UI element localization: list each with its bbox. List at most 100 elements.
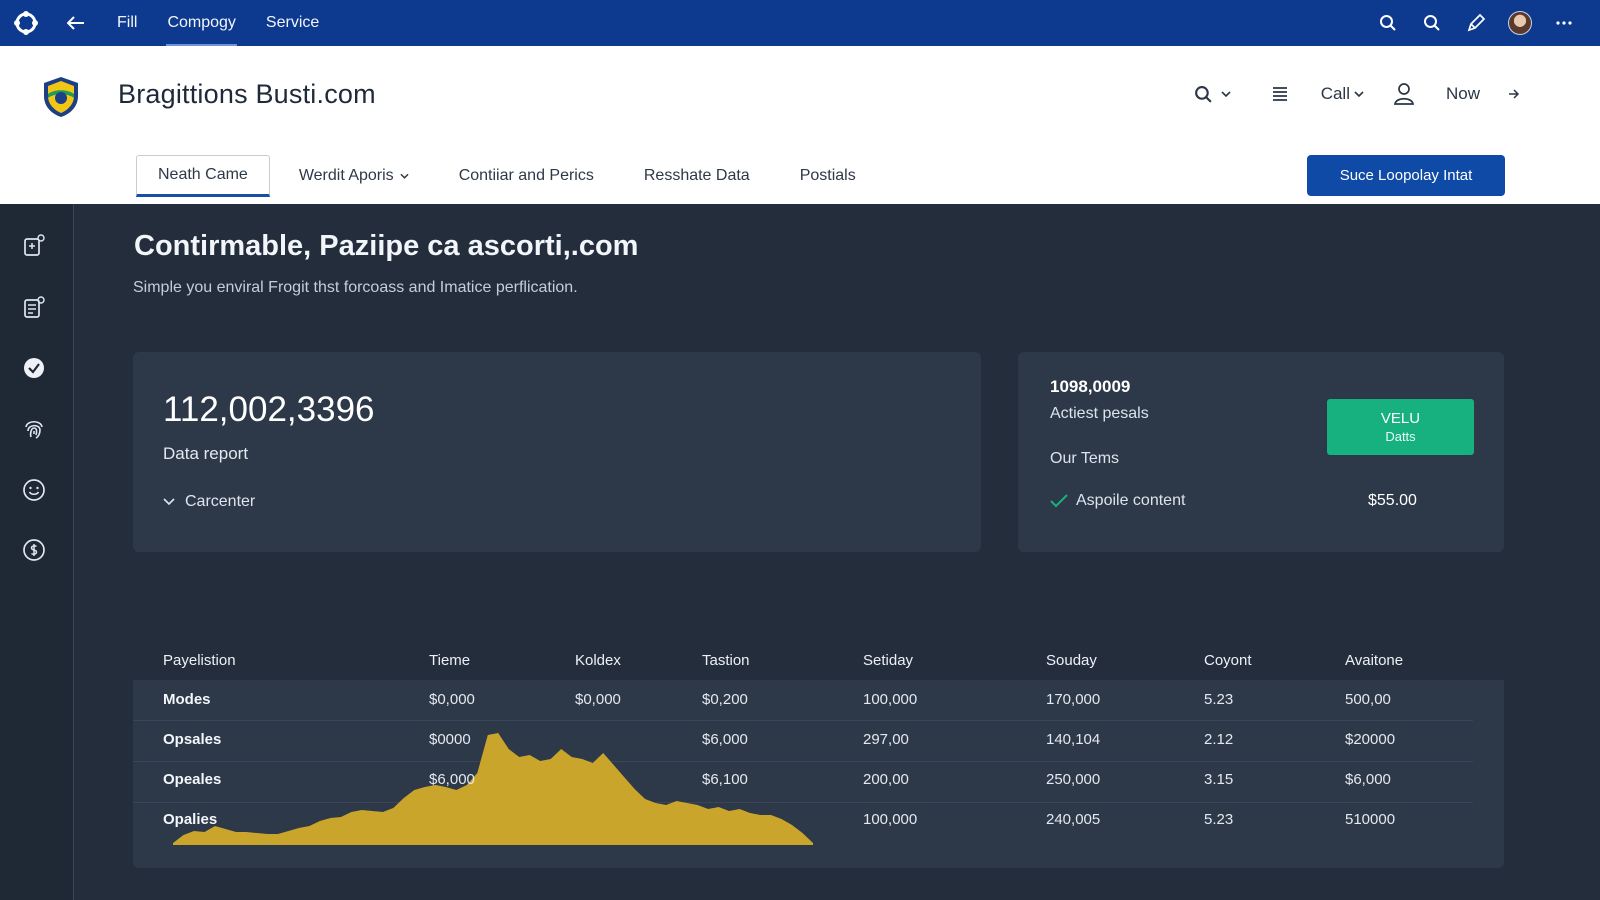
table-cell: $6,000 bbox=[702, 731, 748, 748]
expander-label: Carcenter bbox=[185, 493, 256, 510]
column-header[interactable]: Setiday bbox=[863, 652, 914, 669]
table-cell: $6,000 bbox=[429, 771, 475, 788]
table-cell: $0,000 bbox=[575, 691, 621, 708]
table-cell: 3.15 bbox=[1204, 771, 1234, 788]
row-label: Modes bbox=[163, 691, 211, 708]
search-icon[interactable] bbox=[1410, 0, 1454, 46]
search-icon[interactable] bbox=[1366, 0, 1410, 46]
report-label: Data report bbox=[163, 444, 249, 463]
chevron-down-icon bbox=[163, 498, 175, 506]
avatar[interactable] bbox=[1498, 0, 1542, 46]
trend-area bbox=[173, 733, 813, 845]
table-cell: 510000 bbox=[1345, 811, 1396, 828]
tab-label: Neath Came bbox=[158, 166, 248, 183]
top-nav: Fill Compogy Service bbox=[102, 0, 334, 46]
data-table: Payelistion Tieme Koldex Tastion Setiday Soud… bbox=[133, 640, 1504, 868]
table-cell: 297,00 bbox=[863, 731, 909, 748]
summary-label-terms: Our Tems bbox=[1050, 450, 1120, 467]
table-cell: 100,000 bbox=[863, 811, 918, 828]
check-item-label: Aspoile content bbox=[1076, 492, 1186, 509]
call-label: Call bbox=[1320, 84, 1350, 103]
header-search[interactable] bbox=[1194, 85, 1231, 104]
tab-postials[interactable]: Postials bbox=[779, 155, 877, 197]
back-arrow-icon[interactable] bbox=[66, 13, 86, 33]
primary-action-button[interactable]: Suce Loopolay Intat bbox=[1307, 155, 1505, 196]
column-header[interactable]: Coyont bbox=[1204, 652, 1252, 669]
column-header[interactable]: Avaitone bbox=[1345, 652, 1404, 669]
page-header: Bragittions Busti.com Call Now Neath Cam… bbox=[0, 46, 1600, 204]
document-list-icon[interactable] bbox=[21, 294, 47, 320]
table-cell: $0,000 bbox=[429, 691, 475, 708]
more-icon[interactable] bbox=[1542, 0, 1586, 46]
table-cell: 140,104 bbox=[1046, 731, 1101, 748]
table-cell: $6,000 bbox=[1345, 771, 1391, 788]
tab-resshate-data[interactable]: Resshate Data bbox=[623, 155, 771, 197]
tab-contiiar-and-perics[interactable]: Contiiar and Perics bbox=[438, 155, 615, 197]
now-label: Now bbox=[1445, 84, 1480, 103]
arrow-right-icon bbox=[1509, 89, 1520, 99]
tab-label: Werdit Aporis bbox=[298, 167, 394, 184]
summary-value: 1098,0009 bbox=[1050, 377, 1131, 396]
data-report-card: 112,002,3396 Data report Carcenter bbox=[133, 352, 981, 552]
table-cell: 200,00 bbox=[863, 771, 909, 788]
velu-sublabel: Datts bbox=[1385, 429, 1416, 444]
table-cell: 250,000 bbox=[1046, 771, 1101, 788]
table-cell: $0000 bbox=[429, 731, 471, 748]
app-logo-icon[interactable] bbox=[12, 9, 40, 37]
carcenter-expander[interactable]: Carcenter bbox=[163, 493, 255, 511]
report-value: 112,002,3396 bbox=[163, 390, 375, 429]
page-tabs: Neath Came Werdit Aporis Contiiar and Pe… bbox=[136, 154, 885, 198]
top-actions bbox=[1366, 0, 1586, 46]
column-header[interactable]: Koldex bbox=[575, 652, 621, 669]
menu-lines-icon[interactable] bbox=[1271, 86, 1289, 102]
check-item: Aspoile content bbox=[1050, 492, 1185, 510]
fingerprint-icon[interactable] bbox=[21, 416, 47, 442]
table-cell: $6,100 bbox=[702, 771, 748, 788]
top-bar: Fill Compogy Service bbox=[0, 0, 1600, 46]
brand-title: Bragittions Busti.com bbox=[118, 79, 376, 109]
table-cell: $0,200 bbox=[702, 691, 748, 708]
table-cell: 5.23 bbox=[1204, 691, 1234, 708]
sidebar bbox=[0, 204, 74, 900]
check-circle-icon[interactable] bbox=[21, 355, 47, 381]
top-nav-item-fill[interactable]: Fill bbox=[117, 14, 138, 31]
tab-werdit-aporis[interactable]: Werdit Aporis bbox=[278, 155, 430, 197]
velu-button[interactable]: VELU Datts bbox=[1327, 399, 1474, 455]
top-nav-item-service[interactable]: Service bbox=[265, 14, 320, 31]
checkmark-icon bbox=[1050, 494, 1068, 508]
table-cell: $20000 bbox=[1345, 731, 1396, 748]
column-header[interactable]: Payelistion bbox=[163, 652, 236, 669]
row-label: Opeales bbox=[163, 771, 222, 788]
table-cell: 240,005 bbox=[1046, 811, 1101, 828]
row-label: Opsales bbox=[163, 731, 222, 748]
tab-label: Postials bbox=[799, 167, 856, 184]
row-label: Opalies bbox=[163, 811, 218, 828]
table-cell: 170,000 bbox=[1046, 691, 1101, 708]
pen-icon[interactable] bbox=[1454, 0, 1498, 46]
document-add-icon[interactable] bbox=[21, 232, 47, 258]
smile-icon[interactable] bbox=[21, 477, 47, 503]
summary-card: 1098,0009 Actiest pesals Our Tems Aspoil… bbox=[1018, 352, 1504, 552]
trend-area-chart bbox=[173, 733, 813, 845]
dollar-icon[interactable] bbox=[21, 537, 47, 563]
column-header[interactable]: Tastion bbox=[702, 652, 750, 669]
tab-label: Resshate Data bbox=[643, 167, 750, 184]
now-link[interactable]: Now bbox=[1442, 84, 1520, 104]
top-nav-item-compogy[interactable]: Compogy bbox=[152, 0, 250, 46]
row-divider bbox=[133, 802, 1473, 803]
shield-logo-icon bbox=[42, 76, 80, 118]
row-divider bbox=[133, 761, 1473, 762]
page-title: Contirmable, Paziipe ca ascorti,.com bbox=[134, 230, 639, 262]
call-dropdown[interactable]: Call bbox=[1317, 84, 1364, 104]
user-icon[interactable] bbox=[1394, 83, 1414, 105]
table-cell: 5.23 bbox=[1204, 811, 1234, 828]
header-actions: Call Now bbox=[1170, 76, 1520, 112]
chevron-down-icon bbox=[1221, 91, 1231, 97]
column-header[interactable]: Souday bbox=[1046, 652, 1097, 669]
tab-neath-came[interactable]: Neath Came bbox=[136, 155, 270, 197]
column-header[interactable]: Tieme bbox=[429, 652, 471, 669]
table-cell: 2.12 bbox=[1204, 731, 1234, 748]
chevron-down-icon bbox=[1354, 91, 1364, 97]
price-value: $55.00 bbox=[1368, 492, 1417, 509]
row-divider bbox=[133, 720, 1473, 721]
